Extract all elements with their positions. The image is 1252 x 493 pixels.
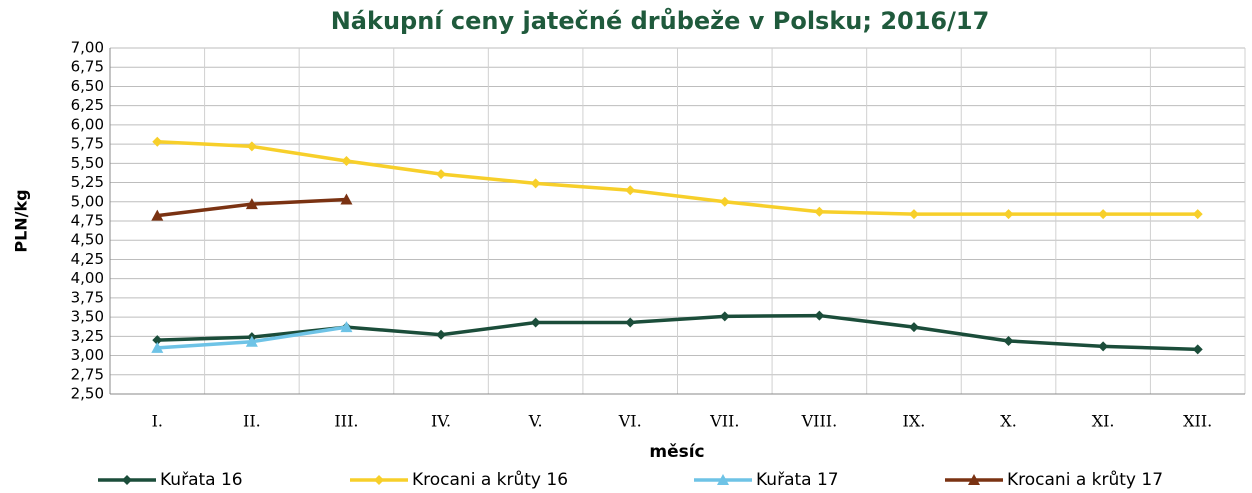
diamond-marker [814, 310, 825, 321]
legend-label: Kuřata 17 [756, 470, 839, 490]
diamond-marker [1192, 344, 1203, 355]
diamond-marker [719, 196, 730, 207]
y-tick-label: 3,50 [71, 308, 104, 326]
diamond-marker [122, 475, 132, 485]
chart-title: Nákupní ceny jatečné drůbeže v Polsku; 2… [331, 7, 990, 35]
series-line [157, 140, 1198, 216]
x-tick-label: VI. [618, 412, 642, 431]
diamond-marker [341, 156, 352, 167]
y-tick-label: 4,00 [71, 269, 104, 287]
triangle-marker [245, 198, 258, 210]
y-axis-label: PLN/kg [12, 189, 31, 252]
diamond-marker [152, 136, 163, 147]
x-tick-label: II. [243, 412, 261, 431]
y-tick-label: 4,50 [71, 231, 104, 249]
diamond-marker [625, 317, 636, 328]
x-tick-label: XI. [1092, 412, 1115, 431]
x-tick-label: XII. [1183, 412, 1212, 431]
diamond-marker [530, 317, 541, 328]
y-tick-label: 6,75 [71, 58, 104, 76]
x-tick-label: III. [334, 412, 358, 431]
y-tick-label: 5,75 [71, 135, 104, 153]
y-tick-label: 6,25 [71, 96, 104, 114]
y-tick-label: 4,75 [71, 212, 104, 230]
y-tick-label: 4,25 [71, 250, 104, 268]
y-tick-label: 7,00 [71, 39, 104, 57]
diamond-marker [152, 335, 163, 346]
diamond-marker [908, 322, 919, 333]
diamond-marker [814, 206, 825, 217]
diamond-marker [1003, 335, 1014, 346]
x-tick-label: VII. [709, 412, 739, 431]
triangle-marker [245, 335, 258, 347]
x-tick-label: V. [528, 412, 543, 431]
diamond-marker [436, 329, 447, 340]
x-axis-label: měsíc [649, 442, 704, 462]
x-tick-label: I. [152, 412, 163, 431]
y-tick-label: 2,75 [71, 365, 104, 383]
y-tick-label: 2,50 [71, 385, 104, 403]
diamond-marker [1098, 209, 1109, 220]
diamond-marker [530, 178, 541, 189]
legend-label: Kuřata 16 [160, 470, 243, 490]
diamond-marker [625, 185, 636, 196]
triangle-marker [717, 474, 729, 485]
diamond-marker [908, 209, 919, 220]
diamond-marker [1098, 341, 1109, 352]
x-tick-label: IV. [431, 412, 451, 431]
diamond-marker [246, 141, 257, 152]
diamond-marker [1003, 209, 1014, 220]
triangle-marker [340, 193, 353, 205]
legend-label: Krocani a krůty 17 [1007, 470, 1163, 490]
triangle-marker [968, 474, 980, 485]
legend-label: Krocani a krůty 16 [412, 470, 568, 490]
y-tick-label: 6,50 [71, 77, 104, 95]
diamond-marker [436, 169, 447, 180]
triangle-marker [151, 209, 164, 221]
x-tick-label: VIII. [801, 412, 838, 431]
y-tick-label: 6,00 [71, 115, 104, 133]
triangle-marker [340, 321, 353, 333]
diamond-marker [719, 311, 730, 322]
y-tick-label: 3,75 [71, 288, 104, 306]
y-tick-label: 3,00 [71, 346, 104, 364]
diamond-marker [1192, 209, 1203, 220]
x-tick-label: IX. [903, 412, 926, 431]
y-tick-label: 3,25 [71, 327, 104, 345]
y-tick-label: 5,25 [71, 173, 104, 191]
y-tick-label: 5,00 [71, 192, 104, 210]
y-tick-label: 5,50 [71, 154, 104, 172]
triangle-marker [151, 341, 164, 353]
diamond-marker [374, 475, 384, 485]
x-tick-label: X. [1000, 412, 1016, 431]
